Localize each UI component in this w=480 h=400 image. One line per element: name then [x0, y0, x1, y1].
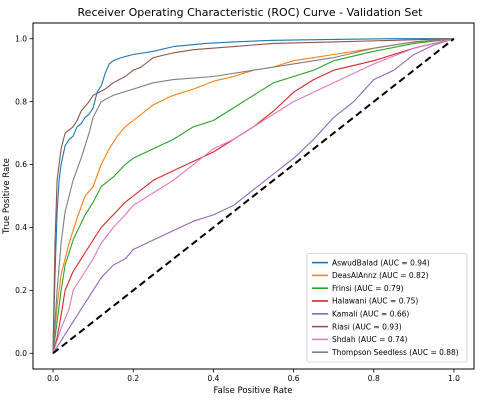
y-tick-label: 0.6 [15, 160, 27, 169]
x-axis-label: False Positive Rate [214, 386, 293, 396]
y-tick-label: 1.0 [15, 34, 27, 43]
roc-series-line-5 [52, 38, 455, 354]
y-axis-label: True Positive Rate [2, 158, 12, 235]
chance-diagonal-line [52, 37, 455, 355]
legend-label-0: AswudBalad (AUC = 0.94) [332, 258, 430, 267]
legend-label-2: Frinsi (AUC = 0.79) [332, 284, 404, 293]
legend-label-7: Thompson Seedless (AUC = 0.88) [331, 348, 459, 357]
legend-label-6: Shdah (AUC = 0.74) [332, 335, 408, 344]
x-tick-label: 0.6 [288, 374, 300, 383]
y-tick-label: 0.0 [15, 349, 27, 358]
y-tick-label: 0.4 [15, 223, 27, 232]
legend: AswudBalad (AUC = 0.94) DeasAlAnnz (AUC … [306, 253, 468, 363]
x-tick-label: 0.8 [368, 374, 380, 383]
legend-label-4: Kamali (AUC = 0.66) [332, 310, 409, 319]
legend-label-3: Halawani (AUC = 0.75) [332, 297, 418, 306]
legend-label-1: DeasAlAnnz (AUC = 0.82) [332, 271, 429, 280]
roc-series-line-3 [52, 38, 455, 354]
legend-box [306, 253, 468, 363]
roc-series-line-0 [52, 38, 454, 354]
chart-title: Receiver Operating Characteristic (ROC) … [78, 6, 424, 19]
roc-series-line-1 [52, 38, 455, 354]
legend-label-5: Riasi (AUC = 0.93) [332, 322, 402, 331]
roc-series-line-6 [52, 38, 455, 354]
y-tick-label: 0.2 [15, 286, 27, 295]
x-tick-label: 0.0 [47, 374, 59, 383]
x-tick-label: 0.4 [207, 374, 219, 383]
y-tick-label: 0.8 [15, 97, 27, 106]
roc-series-line-4 [52, 38, 455, 354]
roc-series-line-7 [52, 38, 455, 354]
x-tick-label: 1.0 [448, 374, 460, 383]
axes: 0.0 0.2 0.4 0.6 0.8 1.0 0.0 0.2 0.4 0.6 0.8 1.0 [15, 34, 460, 383]
roc-series-line-2 [52, 38, 455, 354]
plot-area [52, 37, 455, 355]
x-tick-label: 0.2 [127, 374, 139, 383]
